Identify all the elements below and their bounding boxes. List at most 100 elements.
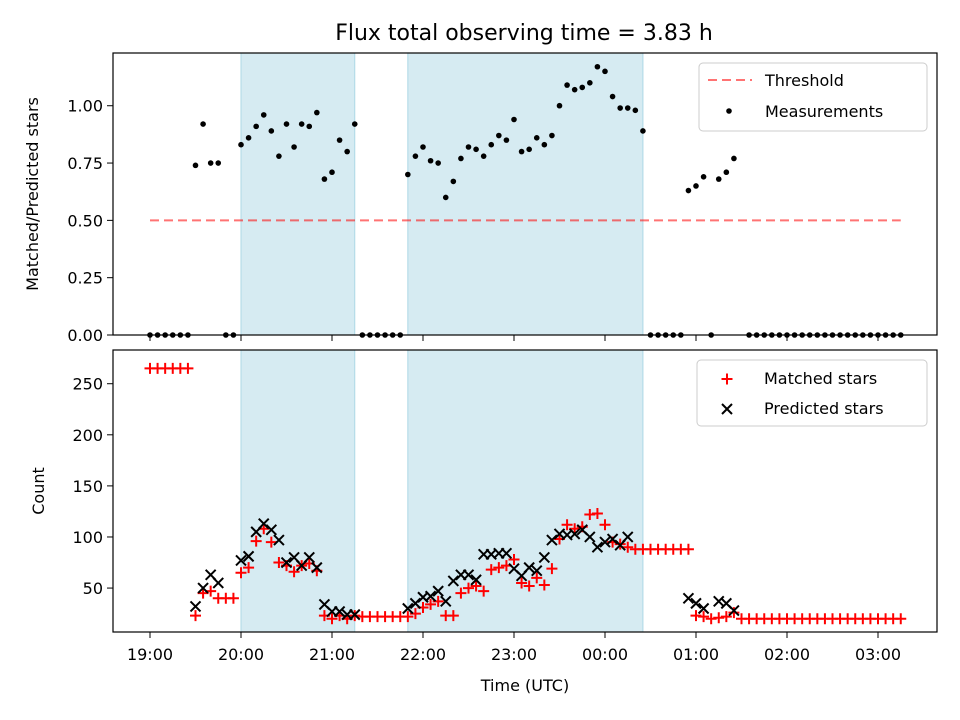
measurement-point — [609, 93, 616, 100]
legend-measurements-label: Measurements — [765, 102, 883, 121]
matched-star-point — [227, 592, 239, 604]
matched-star-point — [265, 536, 277, 548]
bottom-shaded-intervals — [240, 349, 644, 633]
measurement-point — [731, 155, 737, 162]
matched-star-point — [895, 613, 907, 625]
x-tick-label: 23:00 — [491, 645, 537, 664]
bottom-legend: Matched stars Predicted stars — [696, 359, 928, 427]
shaded-interval — [407, 52, 644, 336]
matched-star-point — [447, 610, 459, 622]
measurement-point — [321, 176, 328, 182]
measurement-point — [253, 123, 259, 130]
matched-star-point — [622, 541, 634, 553]
predicted-star-point — [697, 602, 710, 615]
matched-star-point — [591, 507, 603, 519]
predicted-star-point — [311, 561, 323, 574]
predicted-star-point — [265, 524, 278, 536]
x-tick-label: 03:00 — [855, 645, 901, 664]
matched-star-point — [425, 598, 437, 610]
measurement-point — [693, 183, 699, 189]
top-axis-ticks: 0.00 0.25 0.50 0.75 1.00 — [67, 97, 879, 345]
matched-star-point — [243, 562, 255, 574]
measurement-point — [442, 194, 449, 201]
top-data-marks — [147, 63, 904, 338]
predicted-star-point — [402, 602, 414, 615]
matched-star-point — [273, 557, 285, 569]
measurement-point — [435, 160, 441, 166]
measurement-point — [245, 135, 252, 141]
measurement-point — [351, 121, 358, 127]
measurement-point — [458, 155, 464, 162]
measurement-point — [723, 169, 730, 176]
matched-star-point — [728, 607, 740, 619]
measurement-point — [526, 146, 532, 153]
measurement-point — [685, 187, 692, 194]
predicted-star-point — [531, 564, 543, 577]
predicted-star-point — [682, 592, 695, 604]
predicted-star-point — [584, 531, 596, 543]
measurement-point — [640, 128, 646, 134]
legend-matched-label: Matched stars — [764, 369, 877, 388]
matched-star-point — [326, 613, 338, 625]
predicted-star-point — [349, 608, 361, 621]
measurement-point — [602, 68, 608, 75]
predicted-star-point — [462, 569, 475, 581]
top-plot-frame — [112, 52, 938, 336]
measurement-point — [405, 171, 411, 178]
legend-box — [696, 359, 928, 427]
measurement-point — [207, 160, 214, 166]
matched-star-point — [470, 580, 482, 592]
legend-predicted-swatch — [721, 403, 733, 415]
predicted-star-point — [538, 551, 551, 564]
matched-star-point — [531, 572, 543, 584]
top-legend: Threshold Measurements — [698, 62, 928, 132]
x-tick-label: 22:00 — [400, 645, 446, 664]
matched-star-point — [538, 579, 550, 591]
measurement-point — [329, 169, 335, 176]
matched-star-point — [250, 535, 262, 547]
predicted-star-point — [273, 534, 285, 546]
y-tick-label: 0.25 — [67, 269, 103, 288]
measurement-point — [268, 128, 275, 134]
x-tick-label: 19:00 — [127, 645, 173, 664]
measurement-point — [480, 153, 487, 159]
y-tick-label: 100 — [72, 528, 103, 547]
measurement-point — [412, 153, 419, 159]
matched-star-point — [478, 585, 490, 597]
measurement-point — [276, 153, 282, 159]
y-tick-label: 0.50 — [67, 211, 103, 230]
measurement-point — [200, 121, 206, 127]
predicted-star-point — [258, 517, 270, 530]
matched-star-point — [561, 519, 573, 531]
measurement-point — [518, 148, 525, 155]
matched-star-point — [516, 577, 528, 589]
measurement-point — [488, 141, 495, 148]
measurement-point — [632, 107, 639, 114]
matched-star-point — [455, 587, 467, 599]
shaded-interval — [240, 349, 356, 633]
top-shaded-intervals — [240, 52, 644, 336]
matched-star-point — [690, 610, 702, 622]
measurement-point — [503, 137, 510, 143]
measurement-point — [556, 102, 563, 109]
predicted-star-point — [333, 605, 346, 618]
predicted-star-point — [470, 574, 482, 586]
y-tick-label: 250 — [72, 375, 103, 394]
predicted-star-point — [303, 551, 315, 564]
measurement-point — [260, 112, 267, 118]
measurement-point — [291, 144, 297, 150]
predicted-star-point — [568, 528, 581, 540]
measurement-point — [624, 105, 631, 111]
matched-star-point — [523, 580, 535, 592]
measurement-point — [465, 144, 472, 150]
y-tick-label: 50 — [83, 579, 103, 598]
matched-star-point — [235, 567, 247, 579]
predicted-star-point — [713, 595, 725, 608]
measurement-point — [420, 144, 426, 150]
matched-star-point — [402, 611, 414, 623]
predicted-star-point — [500, 547, 513, 560]
measurement-point — [314, 109, 320, 116]
predicted-star-point — [622, 531, 634, 543]
measurement-point — [594, 63, 601, 70]
matched-star-point — [599, 519, 611, 531]
